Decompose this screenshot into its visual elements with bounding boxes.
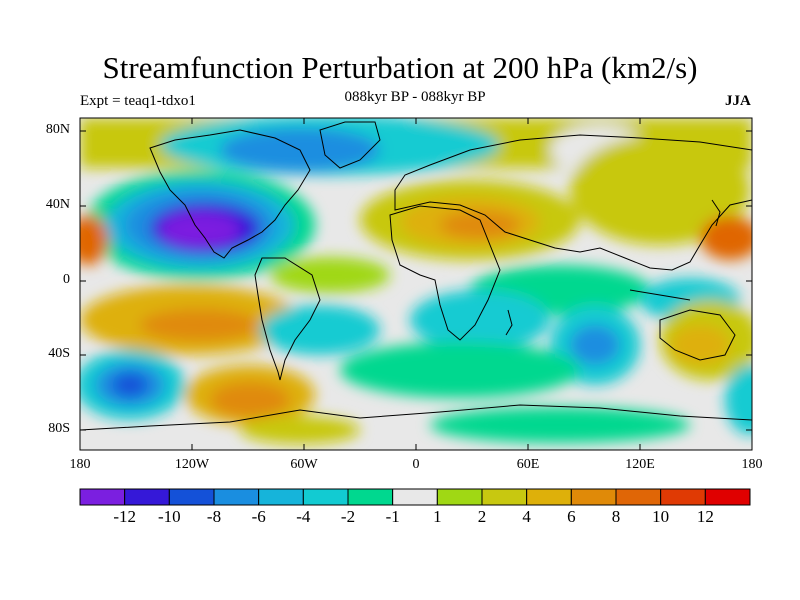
colorbar-label: 6: [567, 507, 576, 526]
colorbar-label: -4: [296, 507, 311, 526]
coastline-madagascar: [505, 309, 513, 336]
lon-tick-label: 120E: [625, 457, 655, 472]
coastline-south-america: [254, 257, 321, 381]
lon-tick-label: 180: [741, 457, 763, 472]
lat-tick-label: 40S: [48, 346, 70, 361]
colorbar-label: 12: [696, 507, 714, 526]
colorbar-swatch: [258, 488, 304, 506]
coastline-australia: [659, 309, 736, 361]
coastline-eurasia: [394, 134, 752, 271]
coastline-africa: [389, 205, 501, 341]
colorbar-label: 1: [433, 507, 442, 526]
lon-tick-label: 180: [69, 457, 91, 472]
colorbar-swatch: [570, 488, 617, 506]
coastline-antarctica: [80, 404, 752, 431]
coastlines: [80, 121, 752, 431]
colorbar-swatch: [124, 488, 170, 506]
colorbar-swatch: [347, 488, 394, 506]
coastline-north-america: [149, 129, 311, 259]
coastline-greenland: [319, 121, 381, 169]
colorbar-swatch: [660, 488, 706, 506]
colorbar-label: -1: [385, 507, 400, 526]
colorbar-swatch: [526, 488, 572, 506]
period-label: 088kyr BP - 088kyr BP: [344, 89, 486, 105]
colorbar-swatch: [213, 488, 260, 506]
colorbar-label: -10: [157, 507, 181, 526]
colorbar-label: -8: [206, 507, 222, 526]
colorbar-label: 2: [477, 507, 487, 526]
colorbar-label: 4: [522, 507, 531, 526]
colorbar-swatch: [704, 488, 751, 506]
colorbar-swatch: [436, 488, 483, 506]
lat-tick-label: 80S: [48, 421, 70, 436]
colorbar-label: -12: [113, 507, 136, 526]
coastline-japan: [711, 199, 721, 227]
colorbar-swatch: [168, 488, 215, 506]
colorbar-swatch: [392, 488, 438, 506]
plot-title: Streamfunction Perturbation at 200 hPa (…: [102, 50, 698, 85]
lat-tick-label: 0: [63, 272, 70, 287]
lat-tick-label: 80N: [45, 122, 70, 137]
lon-tick-label: 60W: [290, 457, 318, 472]
colorbar-swatch: [481, 488, 528, 506]
colorbar: [79, 488, 751, 506]
coastline-indonesia: [629, 289, 691, 301]
colorbar-label: 8: [611, 507, 621, 526]
colorbar-swatch: [302, 488, 349, 506]
axis-ticks: [79, 118, 753, 450]
colorbar-label: 10: [652, 507, 670, 526]
colorbar-swatch: [79, 488, 126, 506]
lon-tick-label: 0: [412, 457, 420, 472]
lon-tick-label: 120W: [174, 457, 210, 472]
lon-tick-label: 60E: [516, 457, 540, 472]
colorbar-label: -2: [340, 507, 356, 526]
contour-field: [80, 118, 752, 450]
experiment-label: Expt = teaq1-tdxo1: [80, 93, 196, 109]
colorbar-label: -6: [251, 507, 266, 526]
season-label: JJA: [725, 93, 751, 109]
colorbar-swatch: [615, 488, 662, 506]
lat-tick-label: 40N: [45, 197, 70, 212]
